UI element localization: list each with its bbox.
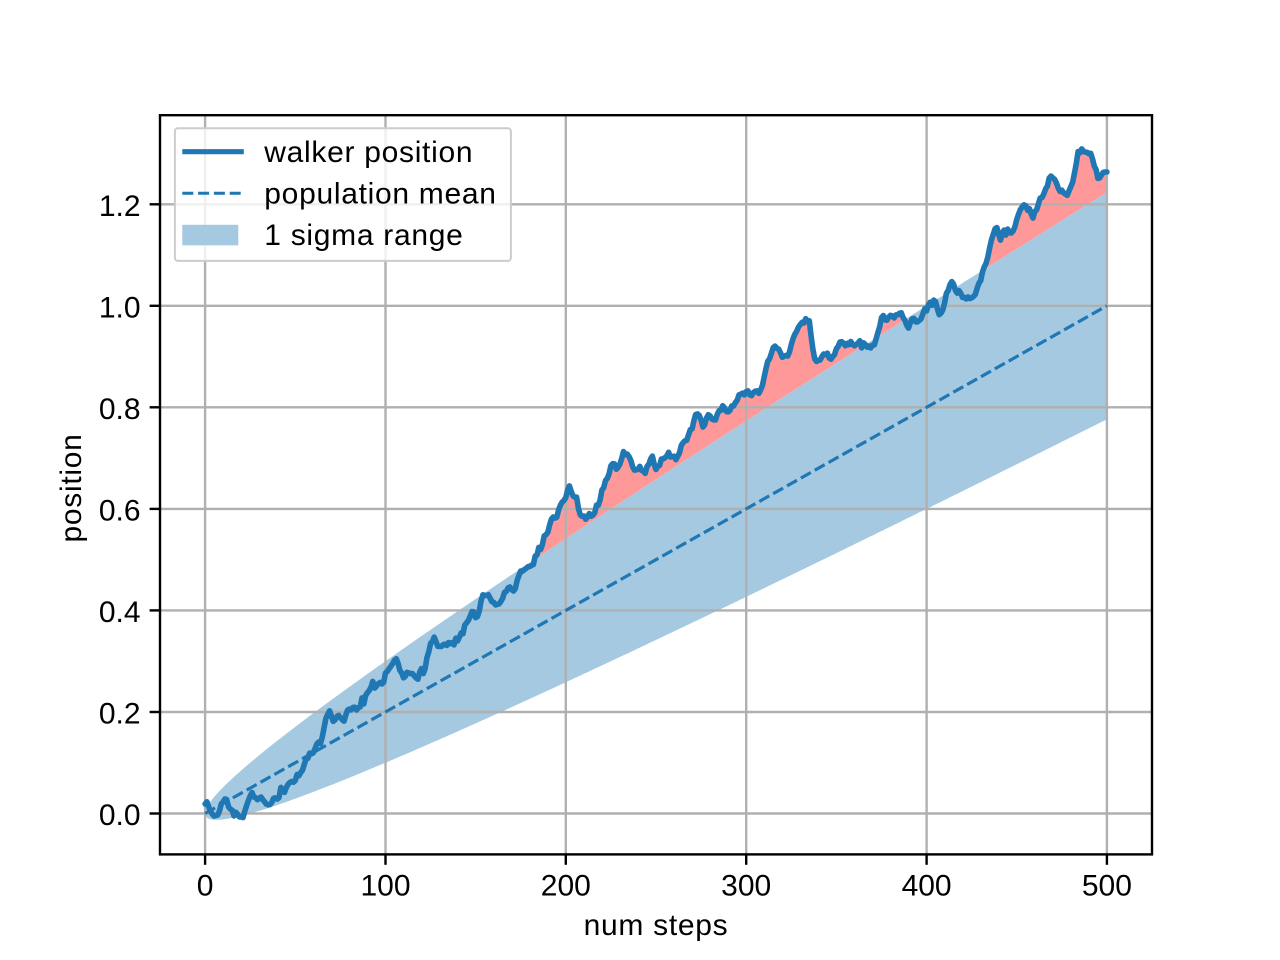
svg-text:0.8: 0.8 — [99, 393, 141, 426]
svg-text:500: 500 — [1082, 869, 1132, 902]
svg-text:1.2: 1.2 — [99, 190, 141, 223]
svg-text:position: position — [55, 433, 88, 542]
svg-text:walker position: walker position — [263, 136, 473, 169]
svg-text:num steps: num steps — [584, 909, 729, 942]
svg-text:0.0: 0.0 — [99, 799, 141, 832]
svg-text:0.6: 0.6 — [99, 495, 141, 528]
svg-text:0.2: 0.2 — [99, 698, 141, 731]
svg-text:200: 200 — [541, 869, 591, 902]
svg-text:population mean: population mean — [264, 178, 496, 211]
svg-text:0.4: 0.4 — [99, 596, 141, 629]
svg-text:1 sigma range: 1 sigma range — [264, 219, 463, 252]
svg-text:300: 300 — [721, 869, 771, 902]
svg-text:0: 0 — [197, 869, 214, 902]
svg-text:100: 100 — [360, 869, 410, 902]
svg-text:400: 400 — [902, 869, 952, 902]
svg-text:1.0: 1.0 — [99, 291, 141, 324]
